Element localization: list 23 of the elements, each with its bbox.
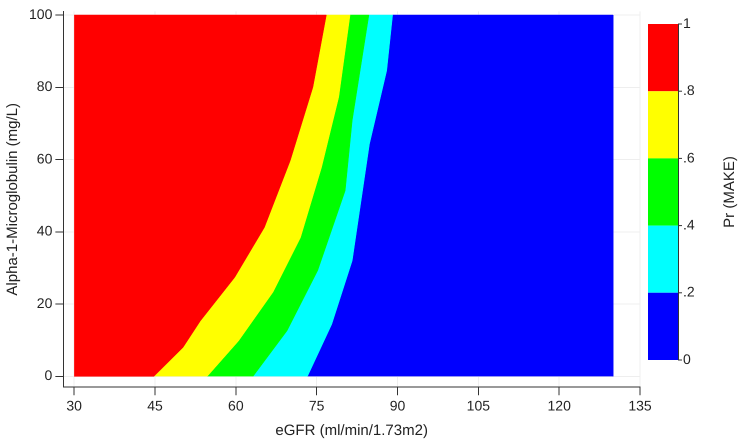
color-bar-label: .2: [683, 284, 695, 300]
y-tick-label: 60: [36, 150, 53, 166]
color-bar-label: .4: [683, 216, 695, 232]
color-bar-label: .6: [683, 149, 695, 166]
y-tick-label: 40: [36, 222, 53, 239]
color-bar-label: .8: [683, 82, 695, 98]
color-bar-title: Pr (MAKE): [721, 156, 738, 228]
x-tick-label: 60: [228, 397, 244, 414]
x-tick-label: 75: [308, 397, 325, 414]
color-bar-label: 1: [683, 14, 691, 31]
x-tick-label: 135: [628, 397, 652, 414]
y-tick-label: 20: [36, 294, 53, 311]
x-axis-title: eGFR (ml/min/1.73m2): [275, 422, 428, 440]
x-tick-label: 120: [547, 397, 572, 414]
y-tick-label: 100: [29, 6, 53, 22]
y-tick-label: 80: [36, 78, 53, 94]
x-tick-label: 45: [147, 397, 163, 414]
y-axis-title: Alpha-1-Microglobulin (mg/L): [4, 103, 22, 296]
x-tick-label: 30: [66, 397, 82, 414]
x-tick-label: 105: [466, 397, 490, 414]
x-tick-label: 90: [390, 397, 406, 414]
color-bar-label: 0: [683, 350, 691, 367]
y-tick-label: 0: [44, 367, 53, 384]
